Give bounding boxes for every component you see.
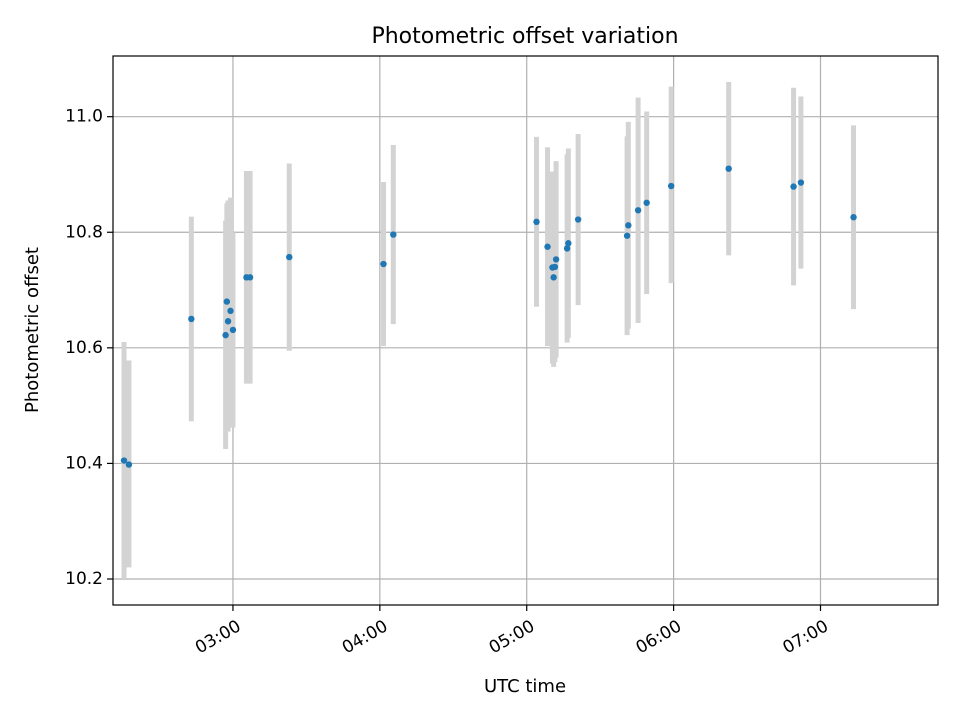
data-point	[574, 216, 582, 223]
data-point	[390, 231, 397, 238]
data-point	[550, 274, 557, 281]
y-tick-label: 10.6	[65, 338, 103, 358]
data-point	[286, 253, 293, 261]
data-point	[224, 318, 232, 325]
data-point	[227, 307, 234, 315]
data-point	[223, 298, 231, 305]
y-tick-label: 11.0	[65, 107, 103, 127]
plot-frame	[112, 55, 939, 606]
data-point	[563, 245, 571, 252]
chart-title: Photometric offset variation	[371, 24, 678, 49]
data-point	[188, 315, 195, 323]
y-axis-label: Photometric offset	[22, 247, 43, 413]
data-point	[634, 207, 642, 214]
data-point	[229, 326, 237, 334]
data-point	[725, 165, 732, 172]
y-axis-ticks: 10.2 10.4 10.6 10.8 11.0	[65, 107, 113, 589]
data-point	[625, 222, 632, 229]
data-point	[380, 260, 387, 268]
x-axis-label: UTC time	[484, 676, 566, 697]
data-point	[850, 214, 857, 221]
data-point	[552, 256, 560, 263]
y-tick-label: 10.4	[65, 453, 103, 473]
data-points	[120, 165, 857, 468]
data-point	[565, 240, 572, 247]
data-point	[222, 331, 229, 339]
data-point	[667, 182, 675, 190]
data-point	[797, 179, 805, 186]
data-point	[533, 218, 540, 226]
data-point	[551, 263, 559, 271]
data-point	[544, 243, 551, 250]
data-point	[623, 232, 631, 239]
data-point	[643, 199, 650, 206]
data-point	[120, 457, 128, 464]
data-point	[790, 183, 797, 190]
y-tick-label: 10.2	[65, 569, 103, 589]
y-tick-label: 10.8	[65, 222, 103, 242]
data-point	[125, 461, 133, 468]
data-point	[246, 274, 254, 281]
